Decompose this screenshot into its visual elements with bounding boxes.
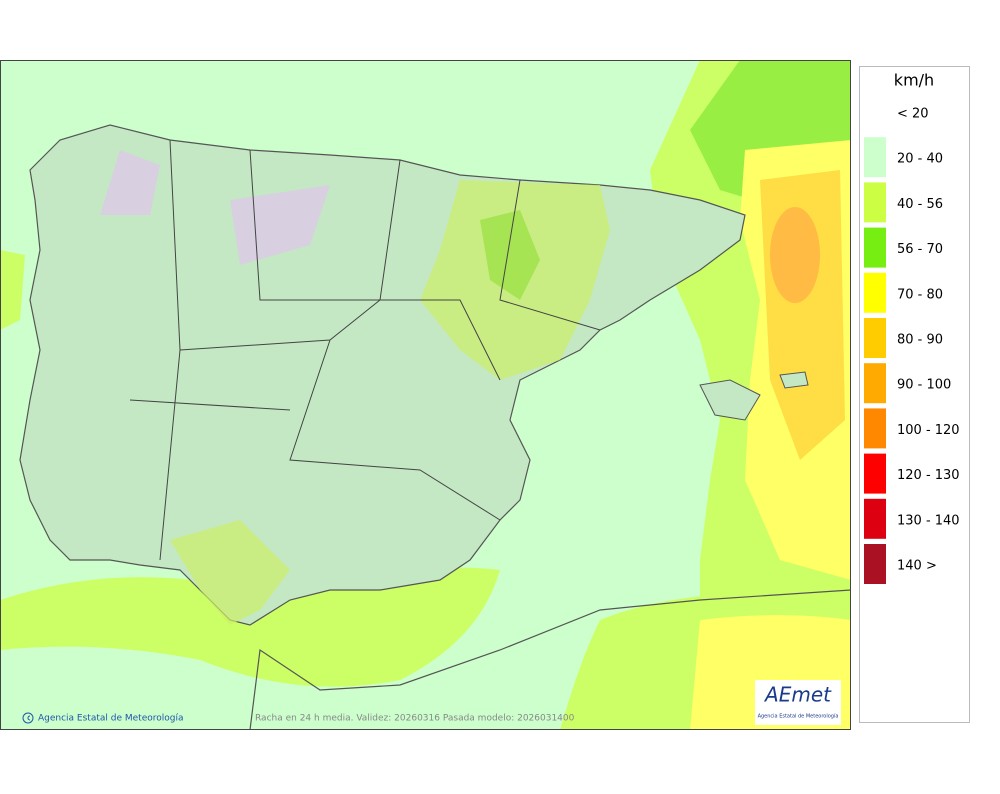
legend-swatch: [864, 408, 886, 449]
legend-label: 40 - 56: [897, 197, 943, 212]
legend-swatch: [864, 363, 886, 404]
legend-label: 70 - 80: [897, 287, 943, 302]
legend-label: 56 - 70: [897, 242, 943, 257]
legend-label: 90 - 100: [897, 378, 951, 393]
menorca: [779, 371, 809, 389]
legend-swatch: [864, 544, 886, 584]
logo-box: [755, 680, 841, 725]
copyright-icon: [27, 715, 31, 721]
legend-label: 120 - 130: [897, 468, 960, 483]
legend-swatch: [864, 92, 886, 132]
low-wind-zone: [230, 185, 330, 265]
zone-56-70: [480, 210, 540, 300]
legend-swatch: [864, 182, 886, 223]
africa-coast: [249, 589, 851, 730]
legend-swatch: [864, 453, 886, 494]
low-wind-zone: [100, 150, 160, 215]
zone-90-100: [770, 207, 820, 303]
map: [0, 60, 851, 730]
legend-swatch: [864, 137, 886, 178]
zone-40-56: [0, 567, 500, 687]
region-borders: [129, 139, 601, 561]
legend-swatch: [864, 272, 886, 313]
legend-swatch: [864, 498, 886, 539]
legend-label: 100 - 120: [897, 423, 960, 438]
legend-label: 80 - 90: [897, 333, 943, 348]
legend-label: < 20: [897, 107, 929, 122]
logo-name: AEmet: [763, 683, 832, 707]
credit: Agencia Estatal de Meteorología: [38, 714, 184, 724]
map-frame: [0, 60, 851, 730]
legend-label: 20 - 40: [897, 152, 943, 167]
zone-40-56: [170, 520, 290, 625]
legend-swatch: [864, 227, 886, 268]
copyright-icon: [22, 712, 34, 724]
legend-unit: km/h: [894, 71, 934, 90]
legend-swatch: [864, 318, 886, 358]
zone-40-56: [0, 250, 25, 330]
mallorca: [699, 379, 761, 421]
logo-subtitle: Agencia Estatal de Meteorología: [758, 713, 839, 720]
legend-label: 130 - 140: [897, 513, 960, 528]
caption: Racha en 24 h media. Validez: 20260316 P…: [255, 714, 575, 724]
legend-label: 140 >: [897, 559, 937, 574]
